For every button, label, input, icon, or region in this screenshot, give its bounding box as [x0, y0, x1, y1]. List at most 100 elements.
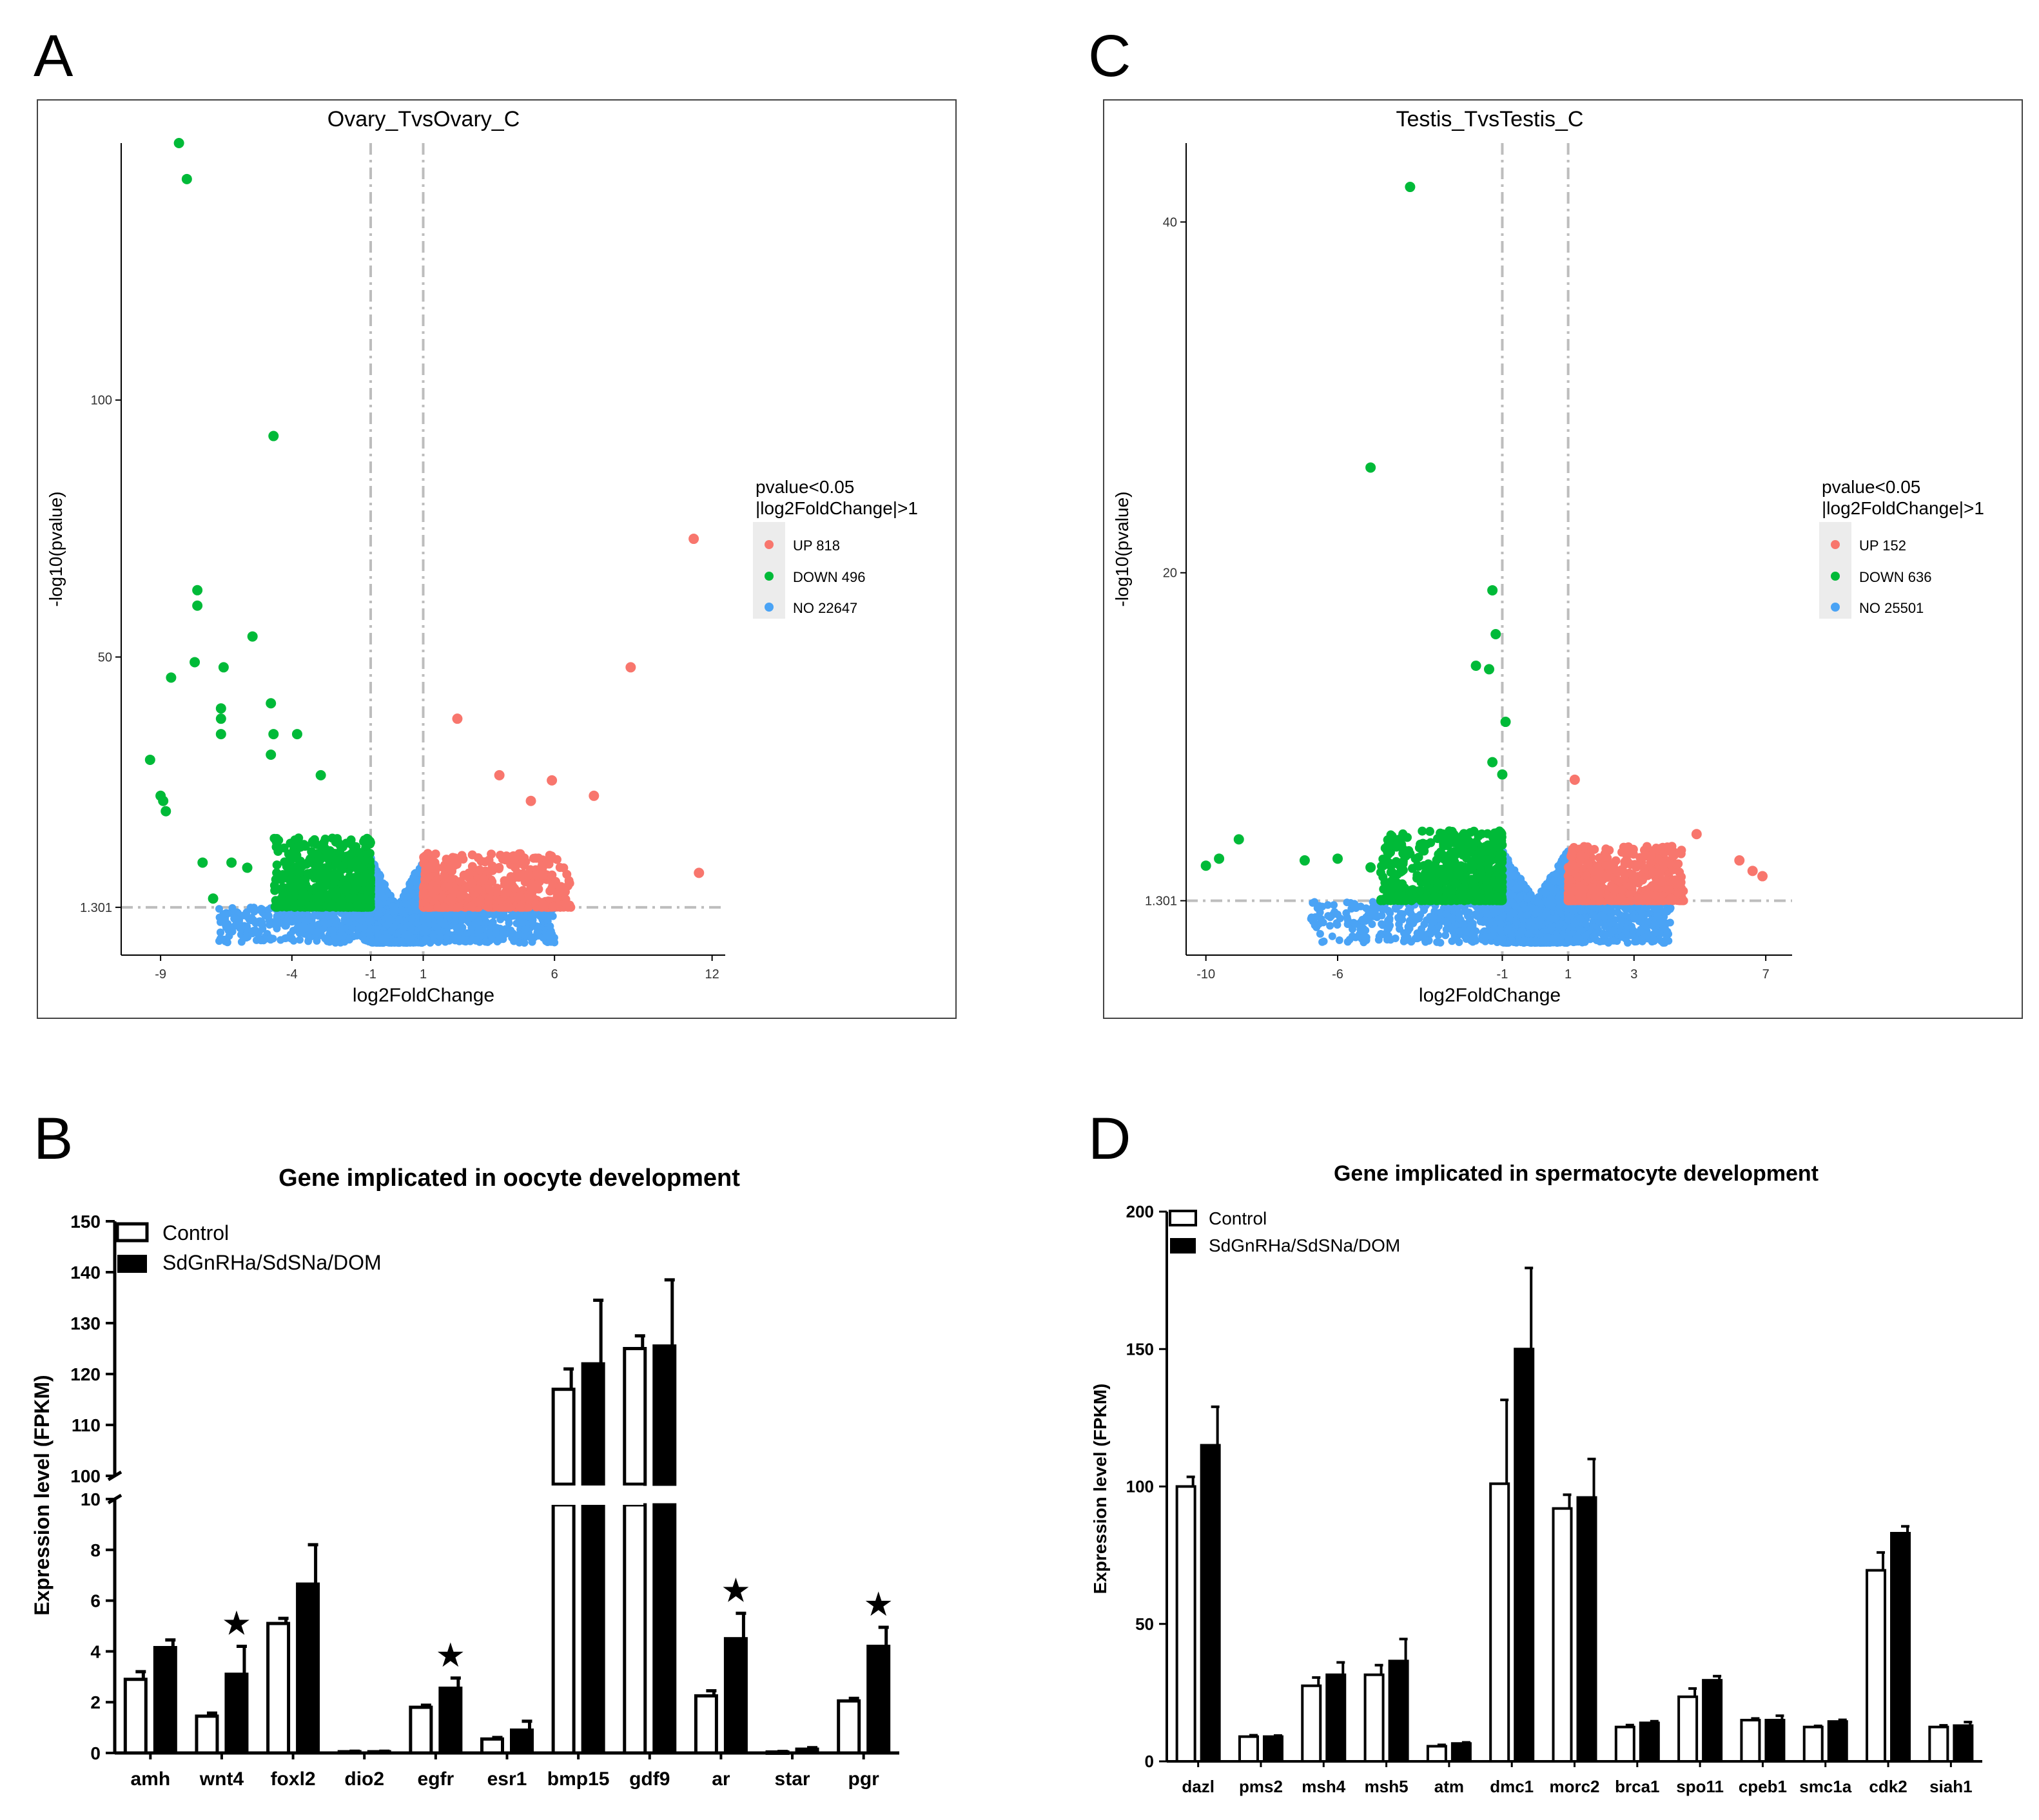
down-point	[181, 173, 192, 184]
y-tick-label: 150	[70, 1212, 101, 1232]
bar-treatment	[1262, 1735, 1283, 1763]
down-point	[1490, 628, 1501, 639]
bar-treatment	[1450, 1742, 1472, 1763]
bar-control	[1740, 1719, 1761, 1763]
x-tick-label: -9	[155, 967, 166, 982]
chart-title: Gene implicated in spermatocyte developm…	[1334, 1161, 1819, 1186]
up-point	[1757, 871, 1768, 882]
volcano-plot-testis: Testis_TvsTestis_C -10 -6 -1 1 3 7 1.301 20 40 l…	[1103, 99, 2023, 1019]
bar-treatment	[1827, 1720, 1848, 1763]
down-point	[268, 729, 279, 740]
up-point	[1691, 829, 1702, 840]
y-tick-label: 8	[90, 1540, 101, 1560]
up-point	[625, 662, 636, 673]
x-tick-label: esr1	[487, 1768, 527, 1790]
down-point	[161, 806, 171, 817]
y-tick-label: 1.301	[80, 901, 112, 915]
volcano-title: Testis_TvsTestis_C	[1396, 107, 1584, 131]
y-tick-label: 100	[70, 1466, 101, 1486]
x-axis-title: log2FoldChange	[353, 985, 494, 1006]
legend-down-label: DOWN 496	[793, 569, 865, 585]
down-point	[1470, 660, 1481, 671]
down-point	[1398, 848, 1409, 859]
bar-treatment	[866, 1645, 891, 1755]
y-axis-title: -log10(pvalue)	[46, 492, 66, 607]
down-point	[166, 672, 177, 683]
y-tick-label: 140	[70, 1263, 101, 1283]
x-tick-label: -1	[1497, 967, 1508, 982]
panel-label-c: C	[1088, 23, 1131, 89]
x-tick-label: bmp15	[547, 1768, 610, 1790]
x-tick-label: 1	[420, 967, 427, 982]
x-axis-title: log2FoldChange	[1419, 985, 1561, 1006]
bar-control	[1489, 1482, 1510, 1763]
down-point	[190, 657, 200, 668]
bar-treatment-lower	[652, 1503, 677, 1755]
x-tick-label: 1	[1565, 967, 1572, 982]
legend-treatment-label: SdGnRHa/SdSNa/DOM	[162, 1251, 382, 1274]
down-point	[215, 729, 226, 740]
panel-label-b: B	[34, 1106, 73, 1172]
x-tick-label: atm	[1434, 1777, 1464, 1796]
bar-treatment	[1388, 1660, 1409, 1763]
bar-control	[266, 1622, 291, 1755]
x-tick-label: -4	[286, 967, 298, 982]
x-tick-label: 12	[705, 967, 719, 982]
down-point	[197, 857, 208, 868]
bar-control	[1928, 1725, 1949, 1763]
x-tick-label: -6	[1332, 967, 1343, 982]
down-point	[1365, 862, 1376, 873]
bar-treatment	[1514, 1348, 1535, 1763]
up-point	[525, 795, 536, 806]
bar-control	[409, 1705, 433, 1755]
bar-control	[1614, 1725, 1635, 1763]
bar-control	[1363, 1673, 1385, 1763]
x-tick-label: cdk2	[1869, 1777, 1907, 1796]
legend-up-swatch	[1831, 540, 1840, 549]
legend-title-line1: pvalue<0.05	[1822, 477, 1920, 497]
bar-treatment	[296, 1582, 320, 1755]
bar-treatment	[1325, 1673, 1347, 1763]
y-tick-label: 10	[81, 1489, 101, 1509]
down-point	[226, 857, 237, 868]
x-tick-label: amh	[130, 1768, 170, 1790]
y-axis-title: Expression level (FPKM)	[1090, 1384, 1110, 1594]
x-tick-label: siah1	[1929, 1777, 1973, 1796]
y-tick-label: 100	[91, 394, 112, 408]
bar-treatment	[1639, 1721, 1660, 1763]
down-point	[173, 138, 184, 148]
significance-star: ★	[436, 1637, 466, 1674]
y-tick-label: 4	[90, 1641, 101, 1661]
down-point	[1497, 769, 1508, 780]
bar-treatment	[1764, 1719, 1786, 1763]
y-tick-label: 2	[90, 1692, 101, 1712]
down-point	[1214, 853, 1225, 864]
y-tick-label: 120	[70, 1364, 101, 1384]
down-point	[1332, 853, 1343, 864]
bar-control	[1552, 1507, 1573, 1763]
legend-control-swatch	[115, 1222, 149, 1243]
bar-control	[1866, 1569, 1887, 1763]
down-point	[315, 770, 326, 780]
y-tick-label: 40	[1163, 215, 1177, 229]
down-point	[1200, 860, 1211, 871]
bar-chart-oocyte: Gene implicated in oocyte development Ex…	[30, 1165, 899, 1790]
down-point	[144, 754, 155, 765]
bar-control	[623, 1347, 647, 1486]
down-point	[192, 585, 203, 595]
legend-title-line1: pvalue<0.05	[756, 477, 854, 497]
up-point	[1569, 774, 1580, 785]
legend-up-label: UP 152	[1859, 537, 1906, 554]
x-tick-label: msh5	[1365, 1777, 1409, 1796]
bar-treatment	[510, 1728, 534, 1755]
x-tick-label: dmc1	[1490, 1777, 1534, 1796]
down-point	[1365, 462, 1376, 473]
up-point	[1734, 855, 1745, 866]
up-point	[688, 534, 699, 545]
down-point	[266, 698, 277, 709]
x-tick-label: dazl	[1182, 1777, 1215, 1796]
y-tick-label: 20	[1163, 566, 1177, 581]
x-tick-label: spo11	[1676, 1777, 1724, 1796]
panel-label-a: A	[34, 23, 73, 89]
